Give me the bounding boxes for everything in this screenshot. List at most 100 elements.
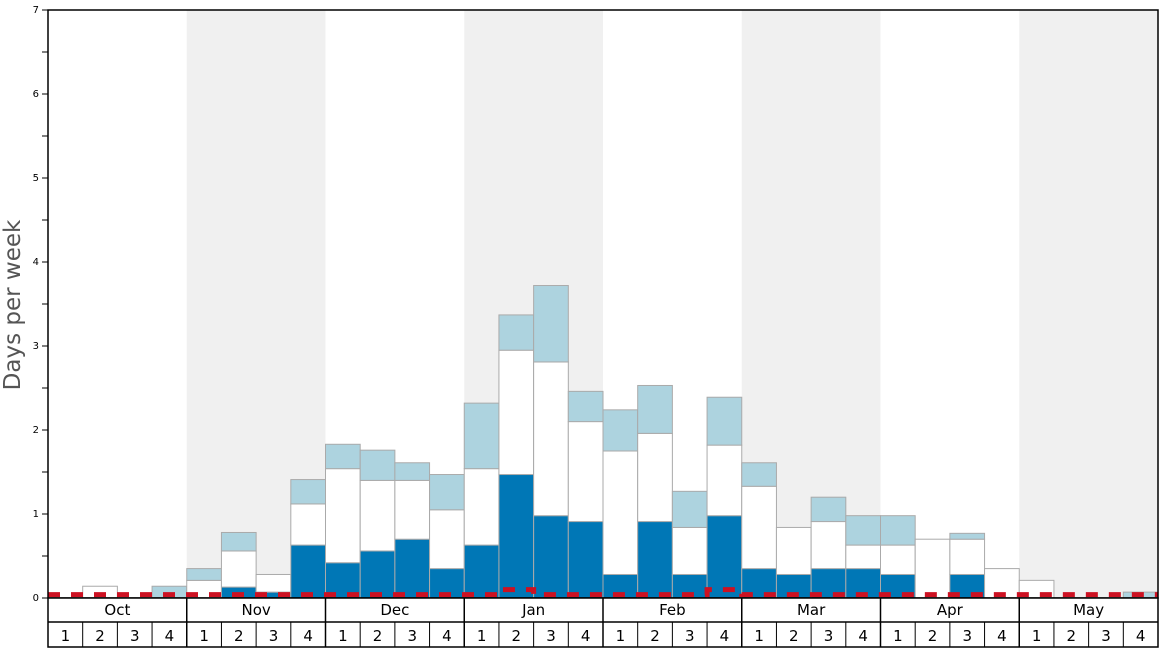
week-label: 2 [373,627,383,645]
dashed-line [48,587,1158,598]
bar-segment-middle [533,361,569,517]
week-label: 3 [407,627,417,645]
week-label: 1 [477,627,487,645]
week-label: 4 [581,627,591,645]
bar-segment-middle [671,526,708,575]
bar-segment-dark [463,544,500,599]
y-tick-label: 4 [33,257,39,268]
bar-segment-middle [775,526,812,575]
bar-segment-middle [429,509,465,570]
bar-segment-light [706,396,743,446]
week-label: 3 [546,627,556,645]
month-label-jan: Jan [521,601,545,619]
month-label-feb: Feb [659,601,686,619]
bar-segment-light [533,285,569,363]
month-label-nov: Nov [241,601,270,619]
y-tick-label: 0 [33,593,39,604]
bar-segment-light [394,462,431,481]
bar-segment-light [325,443,361,470]
month-label-apr: Apr [937,601,964,619]
bar-segment-middle [463,468,500,546]
bar-segment-middle [220,550,257,588]
week-label: 1 [754,627,764,645]
bar-segment-light [498,314,535,351]
week-label: 3 [962,627,972,645]
week-label: 1 [338,627,348,645]
y-tick-label: 6 [33,89,39,100]
y-axis-label: Days per week [0,219,26,390]
week-label: 2 [234,627,244,645]
bar-segment-dark [533,515,569,599]
bar-segment-dark [567,521,604,599]
month-label-dec: Dec [380,601,409,619]
week-label: 2 [650,627,660,645]
week-label: 4 [1136,627,1146,645]
month-band-may [1019,10,1158,598]
week-label: 1 [616,627,626,645]
axes: 0 1 2 3 4 5 6 7 Oct 1 2 3 4 Nov 1 2 3 4 Dec 1 2 3 4 Jan 1 2 3 4 Feb 1… [33,5,1159,648]
bar-segment-middle [290,503,326,546]
bar-segment-middle [706,444,743,517]
bar-segment-light [845,515,881,546]
bar-segment-middle [914,538,951,599]
dashed-line-layer [48,587,1158,598]
month-label-mar: Mar [797,601,826,619]
bar-segment-middle [498,349,535,476]
bar-segment-dark [637,521,673,599]
bar-segment-light [290,479,326,505]
week-label: 2 [95,627,105,645]
bar-segment-light [880,515,916,546]
bar-segment-light [429,474,465,511]
y-tick-label: 3 [33,341,39,352]
week-label: 1 [1032,627,1042,645]
bar-segment-dark [498,474,535,599]
bar-segment-middle [359,479,396,552]
bar-segment-light [637,384,673,434]
bar-segment-light [741,462,777,487]
bar-segment-middle [637,432,673,523]
bar-segment-middle [880,544,916,575]
week-label: 4 [997,627,1007,645]
week-label: 1 [199,627,209,645]
bar-segment-middle [602,450,639,575]
bar-segment-dark [290,544,326,599]
week-label: 4 [720,627,730,645]
bar-segment-middle [325,468,361,564]
bars [82,285,1159,599]
bar-segment-middle [394,479,431,540]
bar-segment-dark [706,515,743,599]
bar-segment-light [602,409,639,452]
week-label: 3 [685,627,695,645]
week-label: 4 [303,627,313,645]
week-label: 3 [269,627,279,645]
week-label: 2 [1067,627,1077,645]
week-label: 3 [1101,627,1111,645]
week-label: 2 [512,627,522,645]
bar-segment-light [463,402,500,470]
bar-segment-middle [949,538,986,575]
week-label: 1 [893,627,903,645]
week-label: 3 [824,627,834,645]
bar-segment-middle [567,421,604,523]
week-label: 4 [442,627,452,645]
bar-segment-light [949,532,986,540]
month-label-oct: Oct [104,601,130,619]
bar-segment-light [671,490,708,528]
week-label: 2 [928,627,938,645]
bar-segment-middle [741,485,777,570]
week-label: 3 [130,627,140,645]
bar-segment-dark [359,550,396,599]
week-label: 2 [789,627,799,645]
week-label: 4 [858,627,868,645]
y-tick-label: 5 [33,173,39,184]
bar-segment-light [186,568,222,581]
week-label: 1 [61,627,71,645]
bar-segment-light [359,449,396,481]
bar-segment-light [810,496,847,523]
y-tick-label: 2 [33,425,39,436]
bar-segment-light [220,531,257,552]
month-label-may: May [1073,601,1104,619]
bar-segment-light [567,390,604,423]
y-tick-label: 7 [33,5,39,16]
